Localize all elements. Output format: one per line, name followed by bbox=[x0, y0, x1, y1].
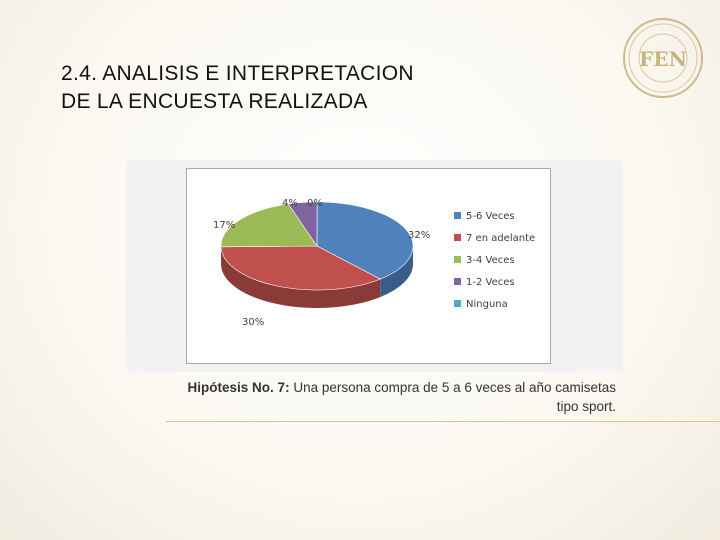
hypothesis-caption: Hipótesis No. 7: Una persona compra de 5… bbox=[176, 378, 616, 416]
slide-title-line-1: 2.4. ANALISIS E INTERPRETACION bbox=[61, 62, 414, 85]
data-label: 30% bbox=[242, 317, 264, 328]
legend-entry: 1-2 Veces bbox=[466, 277, 515, 288]
logo-text: FEN bbox=[639, 47, 687, 71]
pie-slice-5-6-veces bbox=[316, 201, 414, 280]
data-label: 4% bbox=[282, 198, 298, 209]
legend-swatch bbox=[454, 234, 461, 241]
legend-swatch bbox=[454, 212, 461, 219]
data-label: 0% bbox=[307, 198, 323, 209]
data-label: 17% bbox=[213, 220, 235, 231]
pie-slice-7-en-adelante bbox=[220, 245, 381, 291]
divider-line bbox=[166, 421, 720, 422]
slide-title-line-2: DE LA ENCUESTA REALIZADA bbox=[61, 90, 368, 113]
pie-chart: 32% 30% 17% 4% 0% 5-6 Veces 7 en adelante 3-4 V… bbox=[213, 198, 535, 328]
pie-slice-side bbox=[221, 246, 381, 308]
legend-swatch bbox=[454, 300, 461, 307]
data-label: 32% bbox=[408, 230, 430, 241]
slide-title: 2.4. ANALISIS E INTERPRETACION DE LA ENC… bbox=[61, 60, 581, 116]
pie-slice-1-2-veces bbox=[287, 201, 318, 247]
caption-label: Hipótesis No. 7: bbox=[187, 380, 290, 395]
legend-entry: 5-6 Veces bbox=[466, 211, 515, 222]
legend-swatch bbox=[454, 278, 461, 285]
pie-slice-side bbox=[380, 246, 413, 298]
legend-entry: 7 en adelante bbox=[466, 233, 535, 244]
legend-swatch bbox=[454, 256, 461, 263]
caption-text: Una persona compra de 5 a 6 veces al año… bbox=[289, 380, 616, 414]
legend-entry: Ninguna bbox=[466, 299, 508, 310]
pie-slice-3-4-veces bbox=[220, 203, 318, 248]
fen-seal-logo: FEN bbox=[623, 18, 703, 98]
legend-entry: 3-4 Veces bbox=[466, 255, 515, 266]
